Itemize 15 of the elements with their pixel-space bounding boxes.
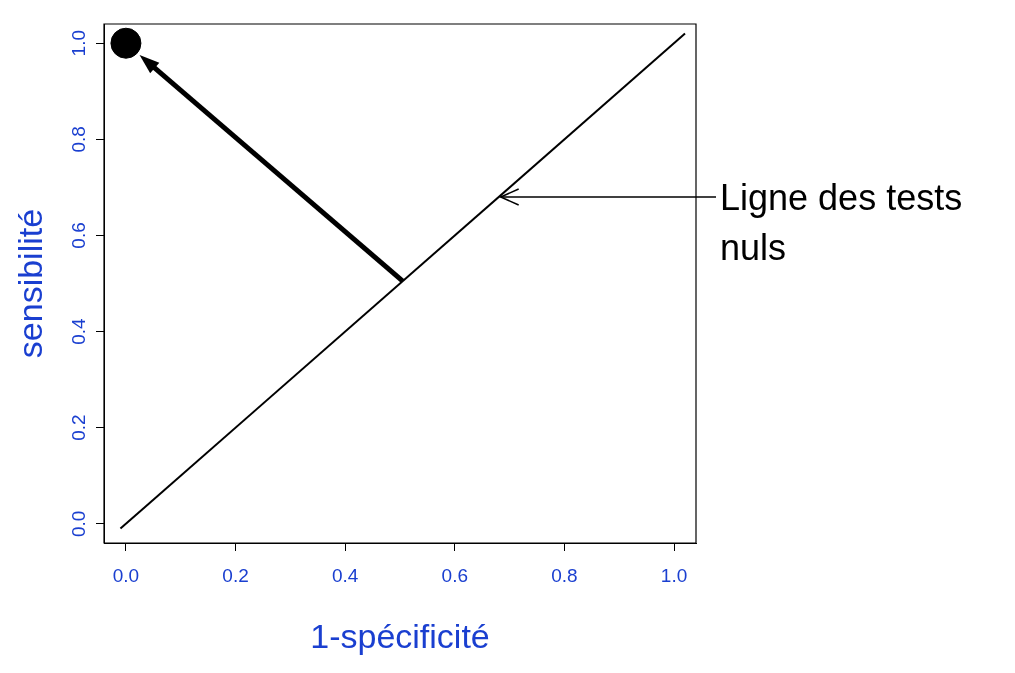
y-axis-title: sensibilité bbox=[10, 208, 49, 359]
x-tick-label: 0.6 bbox=[441, 564, 469, 586]
y-tick-label: 0.0 bbox=[68, 510, 90, 537]
y-tick-label: 0.8 bbox=[68, 126, 90, 153]
y-tick-label: 0.2 bbox=[68, 414, 90, 441]
y-tick-label: 0.4 bbox=[68, 317, 90, 345]
x-tick-label: 0.2 bbox=[222, 564, 249, 586]
x-axis-title: 1-spécificité bbox=[310, 616, 490, 655]
y-tick-label: 1.0 bbox=[68, 30, 90, 57]
x-tick-label: 0.8 bbox=[551, 564, 578, 586]
annotation: Ligne des tests nuls bbox=[720, 176, 964, 270]
x-tick-label: 1.0 bbox=[660, 564, 688, 586]
y-tick-label: 0.6 bbox=[68, 222, 90, 249]
x-tick-label: 0.4 bbox=[331, 564, 359, 586]
x-tick-label: 0.0 bbox=[112, 564, 140, 586]
